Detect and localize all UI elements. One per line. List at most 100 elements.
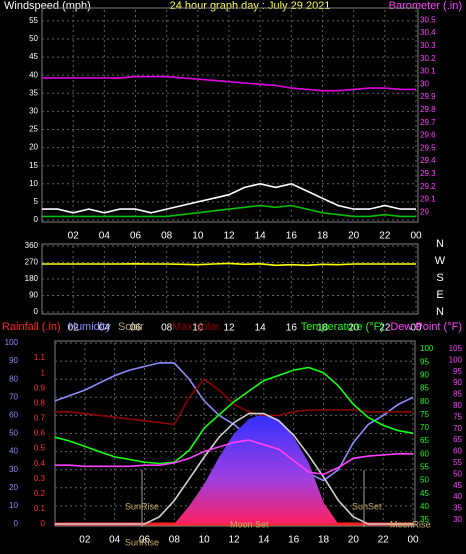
x-tick-label: 12 (223, 323, 235, 334)
series-line (42, 262, 416, 267)
x-tick-label: 06 (130, 323, 142, 334)
y-tick-label: 360 (25, 241, 39, 250)
y-tick-label: 105 (449, 344, 463, 353)
y-tick-label: 29.6 (420, 131, 436, 140)
direction-label: S (436, 272, 443, 284)
direction-label: N (436, 238, 444, 250)
x-tick-label: 08 (161, 323, 173, 334)
x-tick-label: 02 (68, 231, 80, 242)
y-tick-label: 100 (420, 344, 434, 353)
x-tick-label: 10 (192, 323, 204, 334)
y-tick-label: 55 (29, 16, 38, 25)
direction-label: E (436, 289, 443, 301)
y-tick-label: 70 (9, 392, 18, 401)
x-tick-label: 12 (228, 535, 240, 546)
y-tick-label: 40 (9, 447, 18, 456)
x-tick-label: 16 (288, 535, 300, 546)
y-tick-label: 75 (453, 412, 462, 421)
x-tick-label: 22 (379, 231, 391, 242)
legend-entry: Temperature (°F) (301, 321, 384, 333)
wind-axis-title: Windspeed (mph) (4, 0, 91, 12)
series-line (42, 204, 416, 218)
legend-entry: Rainfall (.in) (2, 321, 61, 333)
series-line (55, 378, 413, 426)
x-tick-label: 14 (258, 535, 270, 546)
annotation: MoonRise (390, 519, 431, 529)
y-tick-label: 65 (453, 435, 462, 444)
x-tick-label: 04 (99, 231, 111, 242)
y-tick-label: 29.1 (420, 195, 436, 204)
y-tick-label: 0.3 (34, 474, 46, 483)
y-tick-label: 30.5 (420, 15, 436, 24)
y-tick-label: 10 (9, 501, 18, 510)
x-tick-label: 02 (79, 535, 91, 546)
y-tick-label: 270 (25, 258, 39, 267)
x-tick-label: 00 (410, 231, 422, 242)
y-tick-label: 85 (453, 390, 462, 399)
direction-label: W (435, 255, 446, 267)
series-line (54, 362, 414, 482)
annotation: SunRise (125, 537, 159, 547)
y-tick-label: 5 (34, 197, 39, 206)
y-tick-label: 90 (9, 356, 18, 365)
series-line (42, 182, 416, 214)
y-tick-label: 35 (420, 515, 429, 524)
x-tick-label: 12 (223, 231, 235, 242)
annotation: Moon Set (230, 519, 269, 529)
x-tick-label: 20 (348, 231, 360, 242)
y-tick-label: 50 (29, 34, 38, 43)
y-tick-label: 29.4 (420, 156, 436, 165)
annotation: SunRise (125, 501, 159, 511)
y-tick-label: 0.1 (34, 504, 46, 513)
y-tick-label: 0 (14, 519, 19, 528)
y-tick-label: 40 (420, 502, 429, 511)
y-tick-label: 75 (420, 410, 429, 419)
x-tick-label: 18 (318, 535, 330, 546)
y-tick-label: 30 (420, 79, 429, 88)
y-tick-label: 0 (41, 519, 46, 528)
y-tick-label: 65 (420, 436, 429, 445)
x-tick-label: 22 (379, 323, 391, 334)
y-tick-label: 40 (453, 492, 462, 501)
y-tick-label: 29.2 (420, 182, 436, 191)
y-tick-label: 30 (29, 106, 38, 115)
x-tick-label: 14 (255, 323, 267, 334)
x-tick-label: 06 (139, 535, 151, 546)
y-tick-label: 60 (453, 447, 462, 456)
y-tick-label: 80 (9, 374, 18, 383)
y-tick-label: 55 (453, 458, 462, 467)
y-tick-label: 35 (453, 504, 462, 513)
x-tick-label: 08 (161, 231, 173, 242)
series-line (54, 366, 414, 465)
y-tick-label: 180 (25, 274, 39, 283)
y-tick-label: 10 (29, 179, 38, 188)
x-tick-label: 20 (348, 323, 360, 334)
y-tick-label: 29.5 (420, 143, 436, 152)
x-tick-label: 02 (68, 323, 80, 334)
y-tick-label: 29.3 (420, 169, 436, 178)
y-tick-label: 25 (29, 125, 38, 134)
x-tick-label: 00 (410, 323, 422, 334)
x-tick-label: 22 (378, 535, 390, 546)
x-tick-label: 20 (348, 535, 360, 546)
y-tick-label: 0.9 (34, 383, 46, 392)
legend-entry: Humidity (68, 321, 111, 333)
y-tick-label: 30.1 (420, 67, 436, 76)
x-tick-label: 08 (169, 535, 181, 546)
y-tick-label: 70 (453, 424, 462, 433)
legend-entry: Solar (118, 321, 144, 333)
x-tick-label: 16 (286, 231, 298, 242)
y-tick-label: 95 (420, 357, 429, 366)
y-tick-label: 50 (420, 476, 429, 485)
y-tick-label: 100 (5, 338, 19, 347)
y-tick-label: 0.5 (34, 444, 46, 453)
y-tick-label: 50 (9, 429, 18, 438)
y-tick-label: 45 (420, 489, 429, 498)
y-tick-label: 45 (29, 52, 38, 61)
y-tick-label: 50 (453, 469, 462, 478)
y-tick-label: 29.8 (420, 105, 436, 114)
y-tick-label: 30.4 (420, 28, 436, 37)
solar-area (55, 413, 413, 524)
y-tick-label: 90 (29, 291, 38, 300)
y-tick-label: 40 (29, 70, 38, 79)
